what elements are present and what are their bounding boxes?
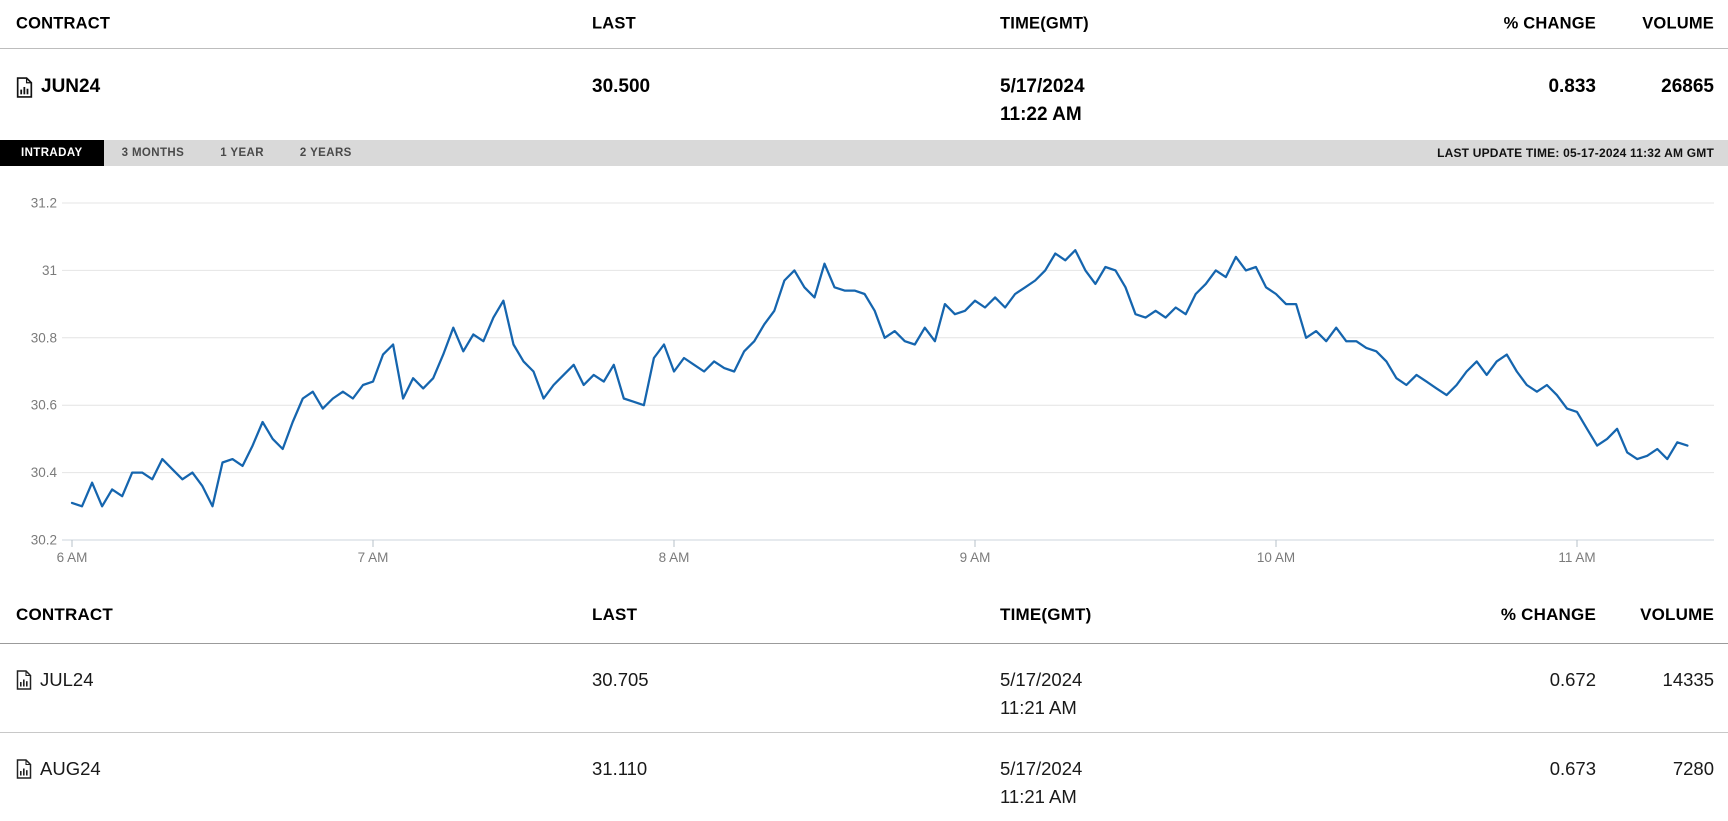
bottom-quote-table: CONTRACT LAST TIME(GMT) % CHANGE VOLUME … — [0, 580, 1728, 821]
quote-clock: 11:22 AM — [1000, 104, 1082, 125]
quote-date: 5/17/2024 — [1000, 758, 1083, 779]
table-row: JUN24 30.500 5/17/2024 11:22 AM 0.833 26… — [0, 49, 1728, 140]
top-table-header: CONTRACT LAST TIME(GMT) % CHANGE VOLUME — [0, 0, 1728, 49]
contract-name: AUG24 — [40, 758, 101, 779]
chart-file-icon — [16, 670, 32, 690]
contract-link[interactable]: JUN24 — [16, 73, 100, 101]
quote-clock: 11:21 AM — [1000, 697, 1077, 718]
quote-time: 5/17/2024 11:21 AM — [1000, 666, 1082, 722]
header-last: LAST — [592, 14, 636, 33]
header-last: LAST — [592, 605, 638, 624]
last-price: 31.110 — [592, 758, 648, 779]
tab-3-months[interactable]: 3 MONTHS — [121, 147, 185, 159]
bottom-table-header: CONTRACT LAST TIME(GMT) % CHANGE VOLUME — [0, 580, 1728, 644]
header-contract: CONTRACT — [16, 14, 111, 33]
header-time: TIME(GMT) — [1000, 14, 1089, 33]
chart-file-icon — [16, 759, 32, 779]
volume: 26865 — [1661, 76, 1714, 97]
table-row: JUL24 30.705 5/17/2024 11:21 AM 0.672 14… — [0, 644, 1728, 732]
range-tabbar: INTRADAY 3 MONTHS 1 YEAR 2 YEARS LAST UP… — [0, 140, 1728, 166]
header-volume: VOLUME — [1642, 14, 1714, 33]
svg-text:9 AM: 9 AM — [960, 550, 991, 565]
svg-text:6 AM: 6 AM — [57, 550, 88, 565]
tab-2-years[interactable]: 2 YEARS — [299, 147, 352, 159]
quote-time: 5/17/2024 11:22 AM — [1000, 73, 1085, 129]
table-row: AUG24 31.110 5/17/2024 11:21 AM 0.673 72… — [0, 732, 1728, 821]
svg-text:8 AM: 8 AM — [659, 550, 690, 565]
header-change: % CHANGE — [1503, 14, 1596, 33]
svg-text:30.8: 30.8 — [31, 330, 57, 345]
last-price: 30.500 — [592, 76, 651, 97]
svg-text:10 AM: 10 AM — [1257, 550, 1295, 565]
volume: 14335 — [1662, 669, 1714, 690]
svg-text:11 AM: 11 AM — [1558, 550, 1595, 565]
quote-time: 5/17/2024 11:21 AM — [1000, 755, 1082, 811]
percent-change: 0.672 — [1549, 669, 1596, 690]
quote-clock: 11:21 AM — [1000, 786, 1077, 807]
price-chart-svg: 31.2 31 30.8 30.6 30.4 30.26 AM 7 AM 8 AM 9 AM 10… — [31, 196, 1714, 565]
header-volume: VOLUME — [1640, 605, 1714, 624]
quote-date: 5/17/2024 — [1000, 76, 1085, 97]
contract-link[interactable]: AUG24 — [16, 755, 101, 783]
contract-name: JUN24 — [41, 76, 101, 97]
chart-file-icon — [16, 76, 33, 98]
percent-change: 0.673 — [1549, 758, 1596, 779]
price-chart: 31.2 31 30.8 30.6 30.4 30.2 6 AM 7 AM 8 AM 9 AM 10… — [0, 166, 1728, 580]
tab-1-year[interactable]: 1 YEAR — [220, 147, 264, 159]
svg-text:7 AM: 7 AM — [358, 550, 389, 565]
header-time: TIME(GMT) — [1000, 605, 1092, 624]
percent-change: 0.833 — [1548, 76, 1596, 97]
volume: 7280 — [1672, 758, 1714, 779]
last-update-time: LAST UPDATE TIME: 05-17-2024 11:32 AM GM… — [1437, 146, 1714, 160]
header-contract: CONTRACT — [16, 605, 113, 624]
top-quote-table: CONTRACT LAST TIME(GMT) % CHANGE VOLUME … — [0, 0, 1728, 140]
svg-text:30.2: 30.2 — [31, 533, 57, 548]
contract-link[interactable]: JUL24 — [16, 666, 93, 694]
svg-text:31: 31 — [42, 263, 57, 278]
svg-text:30.6: 30.6 — [31, 398, 57, 413]
svg-text:31.2: 31.2 — [31, 196, 57, 211]
last-price: 30.705 — [592, 669, 649, 690]
header-change: % CHANGE — [1500, 605, 1596, 624]
tab-intraday[interactable]: INTRADAY — [0, 140, 104, 166]
svg-text:30.4: 30.4 — [31, 465, 58, 480]
quote-date: 5/17/2024 — [1000, 669, 1083, 690]
contract-name: JUL24 — [40, 669, 94, 690]
